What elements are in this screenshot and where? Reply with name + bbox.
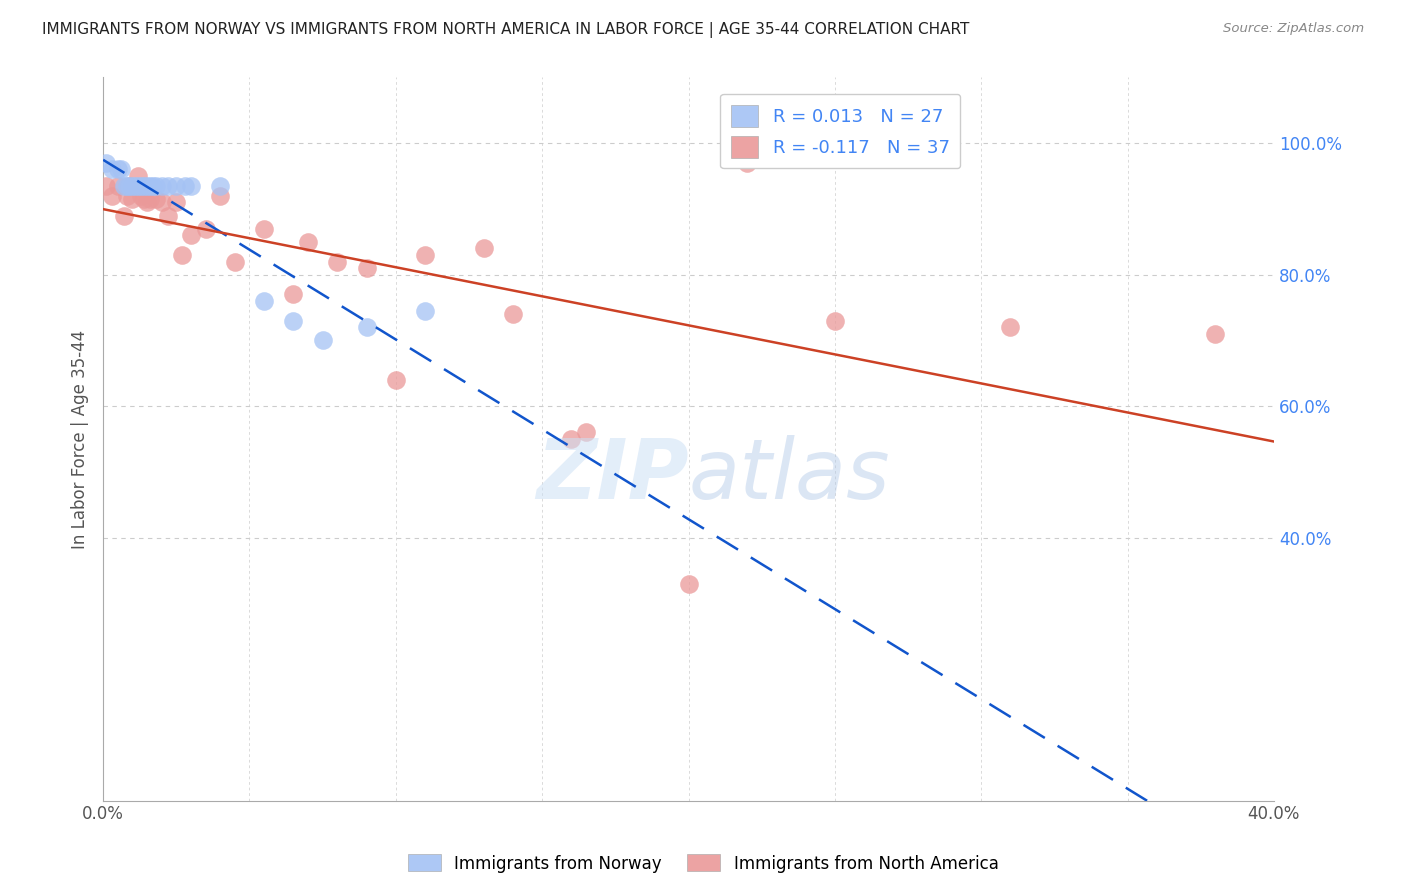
Point — [575, 425, 598, 440]
Point — [121, 192, 143, 206]
Point — [129, 188, 152, 202]
Point — [413, 248, 436, 262]
Point — [283, 314, 305, 328]
Point — [209, 188, 232, 202]
Point — [156, 209, 179, 223]
Point — [678, 576, 700, 591]
Point — [101, 188, 124, 202]
Point — [101, 162, 124, 177]
Point — [356, 320, 378, 334]
Point — [94, 156, 117, 170]
Text: Source: ZipAtlas.com: Source: ZipAtlas.com — [1223, 22, 1364, 36]
Point — [824, 314, 846, 328]
Point — [1000, 320, 1022, 334]
Point — [139, 192, 162, 206]
Point — [472, 241, 495, 255]
Point — [129, 178, 152, 193]
Point — [253, 293, 276, 308]
Point — [209, 178, 232, 193]
Point — [127, 178, 149, 193]
Point — [94, 178, 117, 193]
Point — [180, 178, 202, 193]
Point — [156, 178, 179, 193]
Point — [136, 195, 159, 210]
Point — [560, 432, 582, 446]
Point — [145, 192, 167, 206]
Point — [297, 235, 319, 249]
Point — [165, 178, 187, 193]
Point — [132, 192, 155, 206]
Point — [121, 178, 143, 193]
Point — [735, 156, 758, 170]
Point — [413, 303, 436, 318]
Point — [172, 248, 194, 262]
Y-axis label: In Labor Force | Age 35-44: In Labor Force | Age 35-44 — [72, 329, 89, 549]
Point — [124, 178, 146, 193]
Point — [1204, 326, 1226, 341]
Point — [107, 162, 129, 177]
Point — [136, 178, 159, 193]
Point — [118, 178, 141, 193]
Point — [253, 221, 276, 235]
Point — [150, 195, 173, 210]
Text: atlas: atlas — [689, 434, 890, 516]
Point — [112, 178, 135, 193]
Point — [142, 178, 165, 193]
Point — [150, 178, 173, 193]
Point — [115, 178, 138, 193]
Point — [502, 307, 524, 321]
Text: IMMIGRANTS FROM NORWAY VS IMMIGRANTS FROM NORTH AMERICA IN LABOR FORCE | AGE 35-: IMMIGRANTS FROM NORWAY VS IMMIGRANTS FRO… — [42, 22, 970, 38]
Point — [112, 209, 135, 223]
Point — [326, 254, 349, 268]
Point — [115, 188, 138, 202]
Point — [194, 221, 217, 235]
Point — [283, 287, 305, 301]
Point — [139, 178, 162, 193]
Point — [180, 228, 202, 243]
Legend: R = 0.013   N = 27, R = -0.117   N = 37: R = 0.013 N = 27, R = -0.117 N = 37 — [720, 94, 960, 169]
Point — [132, 178, 155, 193]
Point — [174, 178, 197, 193]
Text: ZIP: ZIP — [536, 434, 689, 516]
Point — [165, 195, 187, 210]
Point — [224, 254, 246, 268]
Point — [311, 334, 333, 348]
Legend: Immigrants from Norway, Immigrants from North America: Immigrants from Norway, Immigrants from … — [401, 847, 1005, 880]
Point — [110, 162, 132, 177]
Point — [385, 373, 408, 387]
Point — [107, 178, 129, 193]
Point — [118, 178, 141, 193]
Point — [145, 178, 167, 193]
Point — [356, 261, 378, 276]
Point — [127, 169, 149, 183]
